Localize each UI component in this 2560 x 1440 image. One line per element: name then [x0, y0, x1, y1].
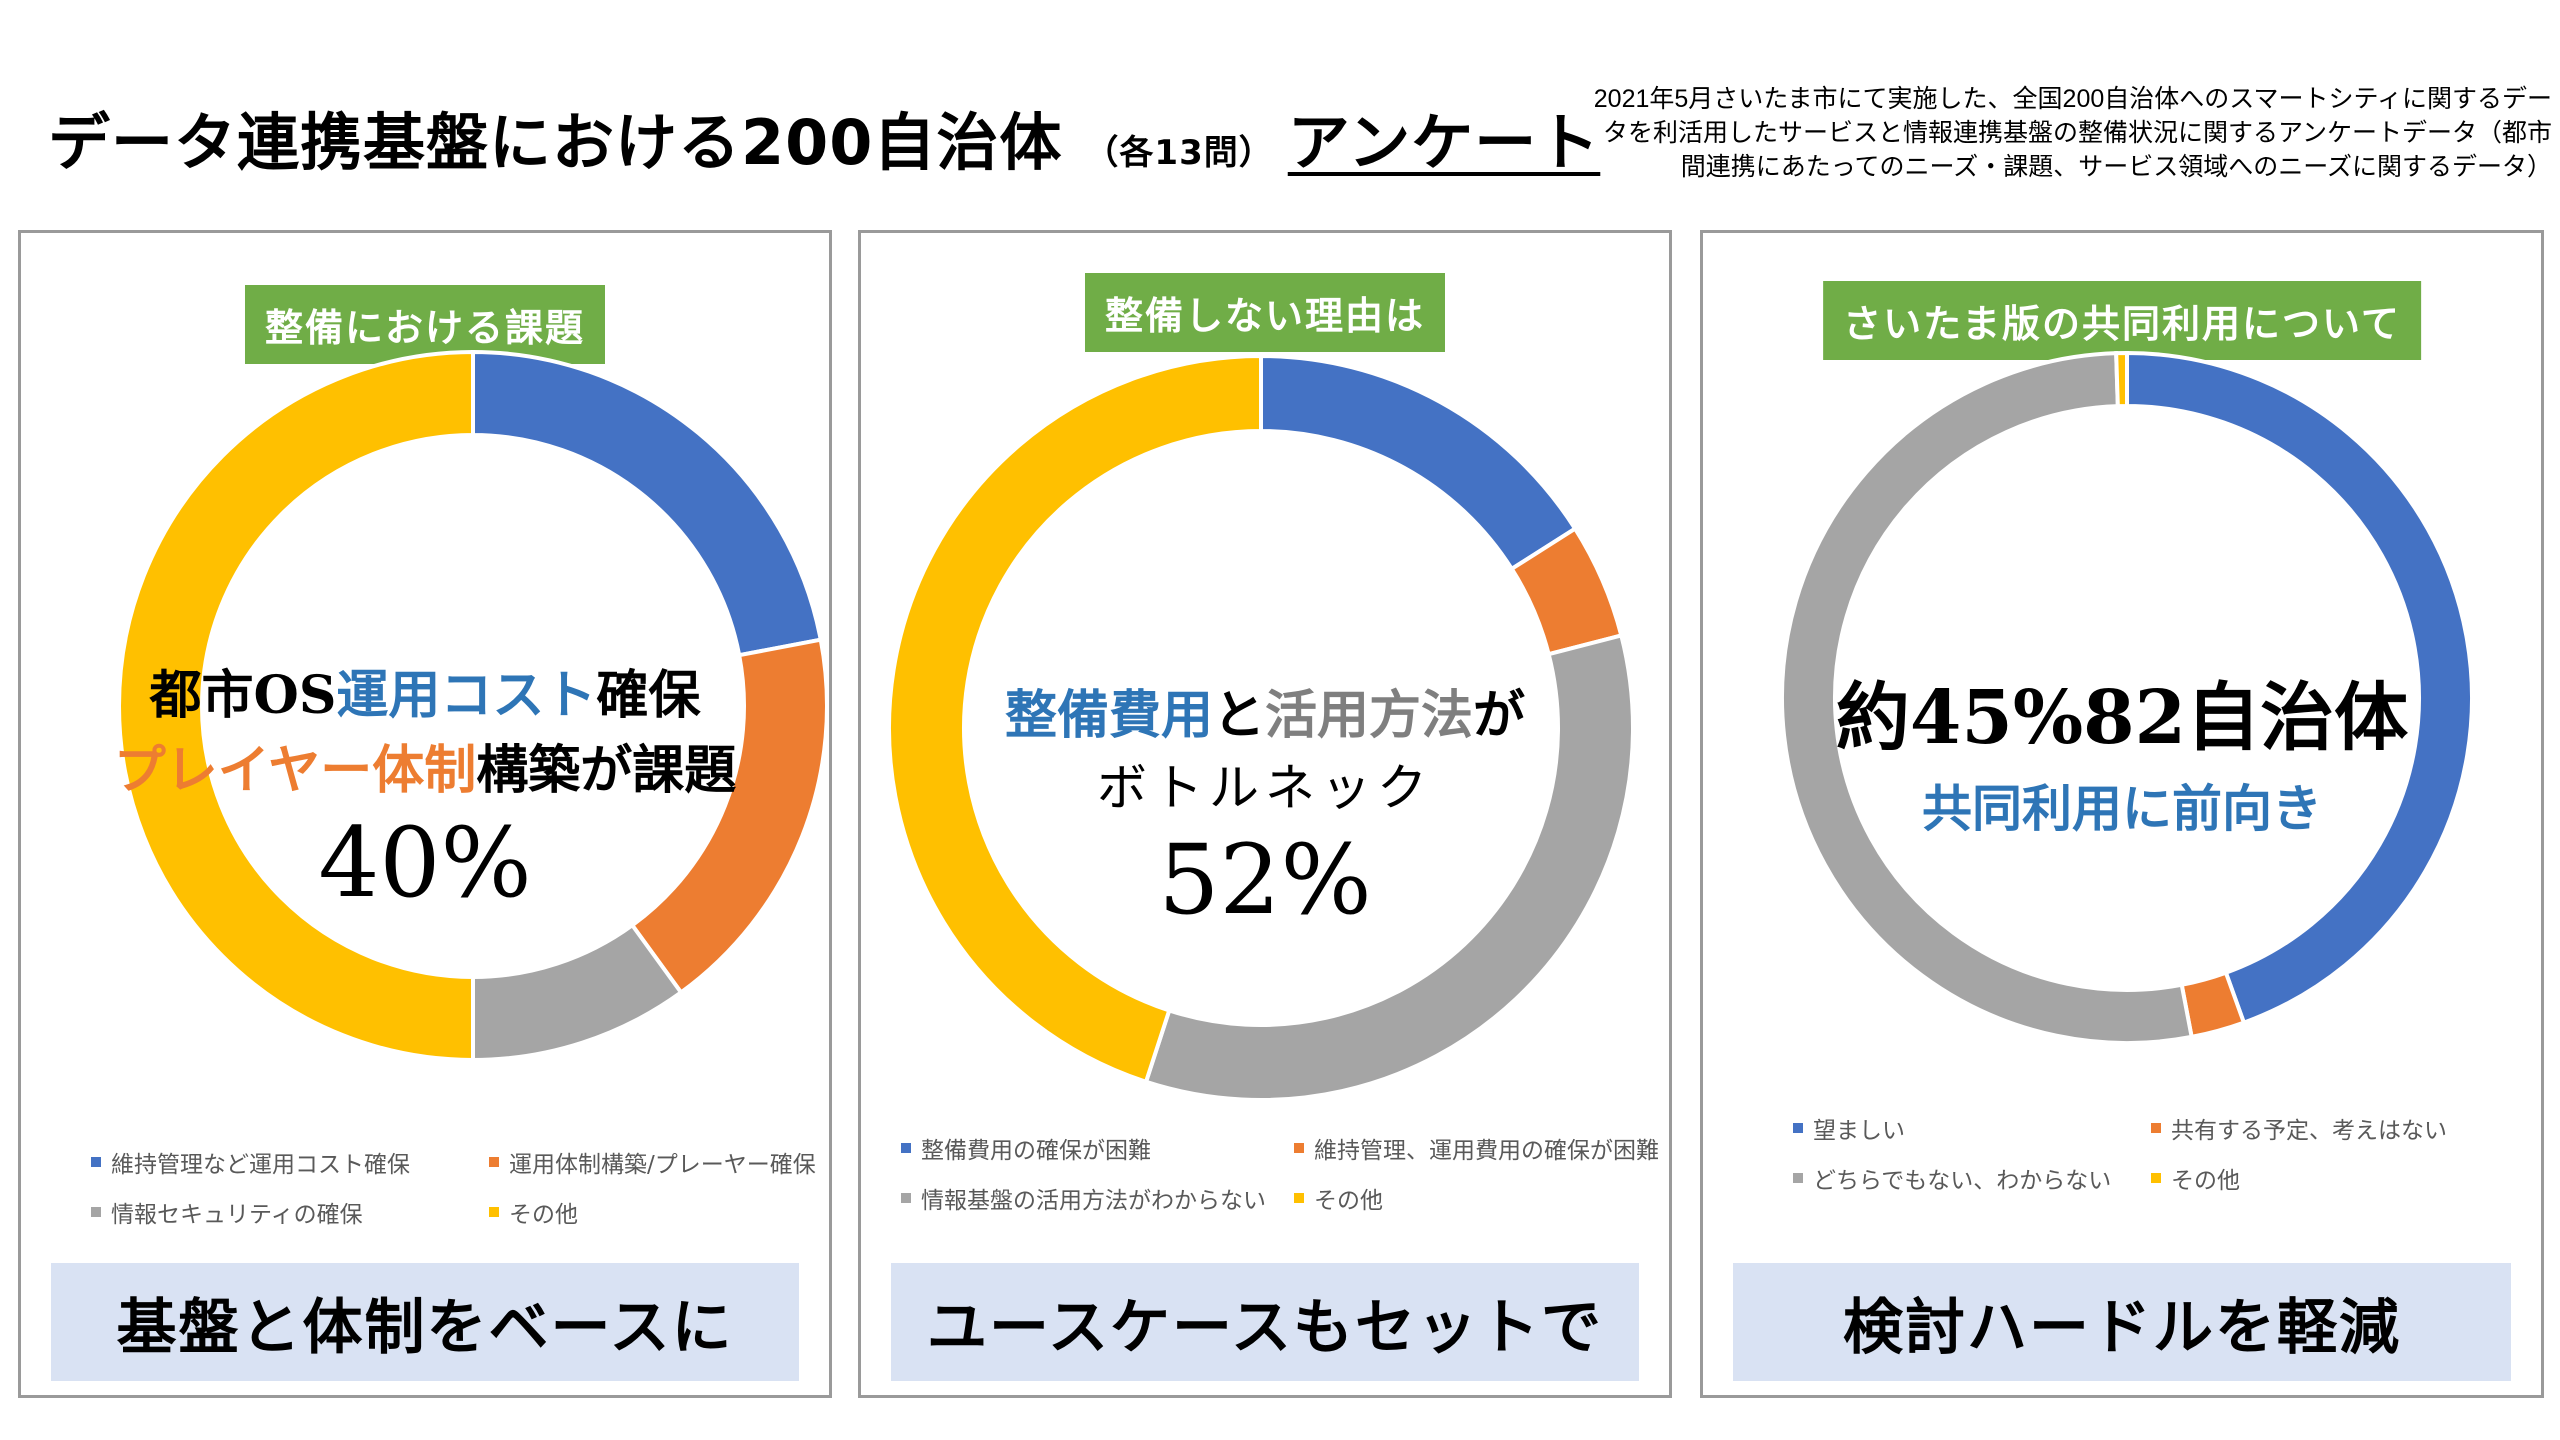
legend-swatch [2151, 1123, 2161, 1133]
legend-swatch [489, 1207, 499, 1217]
legend-swatch [1793, 1123, 1803, 1133]
legend-swatch [901, 1193, 911, 1203]
panel-challenges: 整備における課題 都市OS運用コスト確保 プレイヤー体制構築が課題 40% 維持… [18, 230, 832, 1398]
center-percent: 52% [1158, 824, 1372, 936]
center-percent: 約45%82自治体 [1835, 675, 2409, 761]
title-tail: アンケート [1287, 106, 1601, 179]
legend-swatch [91, 1157, 101, 1167]
legend-swatch [489, 1157, 499, 1167]
page-title: データ連携基盤における200自治体 （各13問） アンケート [48, 92, 1600, 182]
legend-swatch [2151, 1173, 2161, 1183]
title-sub: （各13問） [1084, 133, 1274, 173]
legend-item: その他 [489, 1195, 849, 1229]
center-percent: 40% [318, 807, 532, 919]
donut-slice-1 [471, 349, 824, 658]
panel-footer: ユースケースもセットで [891, 1263, 1639, 1381]
donut-chart-shared-use [1780, 350, 2474, 1045]
legend-swatch [901, 1143, 911, 1153]
source-note: 2021年5月さいたま市にて実施した、全国200自治体へのスマートシティに関する… [1593, 85, 2552, 181]
chart-legend: 維持管理など運用コスト確保 運用体制構築/プレーヤー確保情報セキュリティの確保 その… [91, 1145, 849, 1229]
center-text-highlight: 活用方法 [1265, 685, 1474, 746]
center-message: 約45%82自治体 共同利用に前向き [1703, 658, 2541, 841]
donut-chart-challenges [117, 349, 829, 1063]
center-message: 都市OS運用コスト確保 プレイヤー体制構築が課題 40% [21, 653, 829, 919]
panel-shared-use: さいたま版の共同利用について 約45%82自治体 共同利用に前向き 望ましい 共有… [1700, 230, 2544, 1398]
legend-label: 整備費用の確保が困難 [921, 1138, 1151, 1164]
legend-item: 維持管理など運用コスト確保 [91, 1145, 471, 1179]
center-text-highlight: プレイヤー体制 [113, 740, 477, 801]
legend-item: 情報基盤の活用方法がわからない [901, 1181, 1276, 1215]
donut-slice-1 [1259, 353, 1578, 572]
legend-item: 共有する予定、考えはない [2151, 1111, 2491, 1145]
panel-heading: 整備しない理由は [1084, 273, 1446, 352]
chart-legend: 望ましい 共有する予定、考えはないどちらでもない、わからない その他 [1793, 1111, 2491, 1195]
panel-heading: さいたま版の共同利用について [1823, 281, 2421, 360]
legend-label: その他 [2171, 1168, 2240, 1194]
legend-swatch [1793, 1173, 1803, 1183]
center-text-part: 構築が課題 [476, 740, 737, 801]
center-text-highlight: 整備費用 [1004, 685, 1213, 746]
donut-slice-4 [2114, 350, 2129, 409]
legend-item: 運用体制構築/プレーヤー確保 [489, 1145, 849, 1179]
legend-item: 情報セキュリティの確保 [91, 1195, 471, 1229]
center-message: 整備費用と活用方法が ボトルネック 52% [861, 673, 1669, 936]
donut-slice-3 [1143, 633, 1635, 1102]
donut-slice-4 [887, 353, 1263, 1085]
donut-chart-reasons [887, 353, 1635, 1102]
legend-label: 情報基盤の活用方法がわからない [921, 1188, 1266, 1214]
center-text-part: と [1212, 685, 1265, 746]
legend-swatch [91, 1207, 101, 1217]
legend-swatch [1294, 1143, 1304, 1153]
legend-label: 情報セキュリティの確保 [111, 1202, 363, 1228]
legend-label: 維持管理など運用コスト確保 [111, 1152, 410, 1178]
legend-label: どちらでもない、わからない [1813, 1168, 2112, 1194]
center-text-part: 都市OS [149, 665, 337, 726]
legend-item: 望ましい [1793, 1111, 2133, 1145]
panel-footer: 基盤と体制をベースに [51, 1263, 799, 1381]
title-main: データ連携基盤における200自治体 [48, 106, 1063, 179]
center-text-part: ボトルネック [1097, 759, 1433, 817]
chart-legend: 整備費用の確保が困難 維持管理、運用費用の確保が困難情報基盤の活用方法がわからない… [901, 1131, 1674, 1215]
center-text-highlight: 共同利用に前向き [1922, 779, 2322, 838]
legend-item: どちらでもない、わからない [1793, 1161, 2133, 1195]
donut-slice-3 [1780, 351, 2194, 1045]
legend-label: 望ましい [1813, 1118, 1905, 1144]
panel-reasons: 整備しない理由は 整備費用と活用方法が ボトルネック 52% 整備費用の確保が困… [858, 230, 1672, 1398]
legend-item: その他 [2151, 1161, 2491, 1195]
center-text-highlight: 運用コスト [336, 665, 597, 726]
legend-label: 運用体制構築/プレーヤー確保 [509, 1152, 816, 1178]
legend-label: その他 [1314, 1188, 1383, 1214]
legend-label: 共有する予定、考えはない [2171, 1118, 2447, 1144]
center-text-part: が [1473, 685, 1526, 746]
donut-slice-1 [2125, 350, 2474, 1026]
legend-item: 維持管理、運用費用の確保が困難 [1294, 1131, 1674, 1165]
panel-footer: 検討ハードルを軽減 [1733, 1263, 2511, 1381]
legend-label: その他 [509, 1202, 578, 1228]
legend-item: その他 [1294, 1181, 1674, 1215]
legend-swatch [1294, 1193, 1304, 1203]
donut-slice-4 [117, 349, 475, 1063]
panel-heading: 整備における課題 [244, 285, 606, 364]
center-text-part: 確保 [596, 665, 701, 726]
legend-item: 整備費用の確保が困難 [901, 1131, 1276, 1165]
legend-label: 維持管理、運用費用の確保が困難 [1314, 1138, 1659, 1164]
